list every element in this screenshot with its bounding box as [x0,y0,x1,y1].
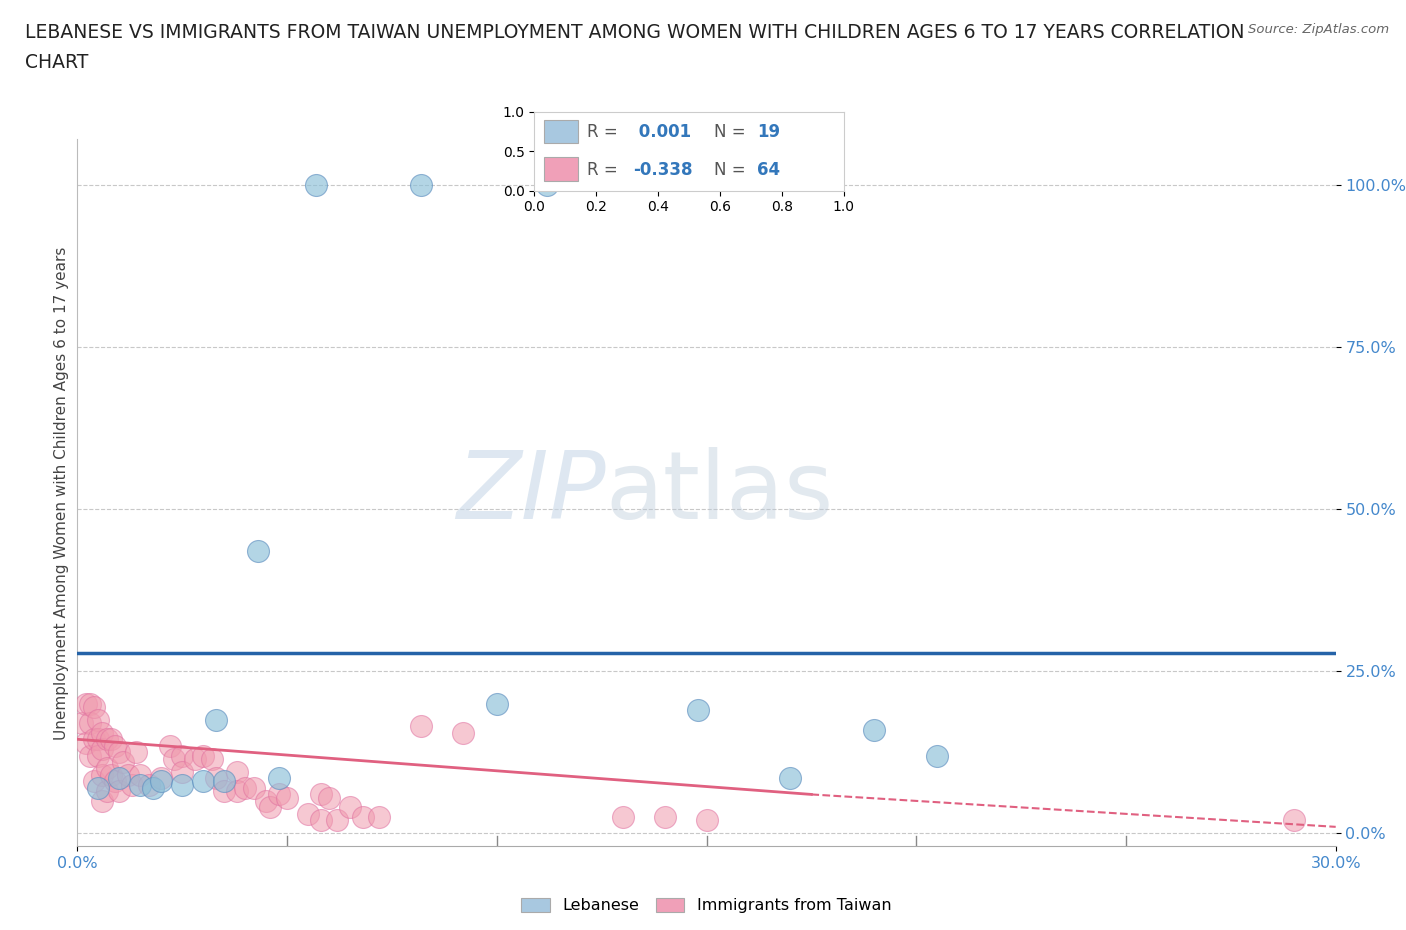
Point [305,178,328,193]
Point [225,784,247,799]
Point [485,697,508,711]
Point [411,719,433,734]
Point [87,780,110,795]
Point [75,735,97,750]
Point [117,767,139,782]
Point [276,790,298,805]
Point [96,784,118,799]
Text: Source: ZipAtlas.com: Source: ZipAtlas.com [1249,23,1389,36]
Point [191,748,215,763]
Point [91,725,114,740]
Point [309,787,332,802]
Point [75,697,97,711]
Text: -0.338: -0.338 [633,161,693,179]
Point [184,751,207,766]
Point [87,748,110,763]
Point [163,751,186,766]
Point [79,697,101,711]
Point [104,774,127,789]
Y-axis label: Unemployment Among Women with Children Ages 6 to 17 years: Unemployment Among Women with Children A… [53,246,69,739]
Legend: Lebanese, Immigrants from Taiwan: Lebanese, Immigrants from Taiwan [515,891,898,920]
Point [83,699,105,714]
Point [309,813,332,828]
Point [326,813,349,828]
Point [83,774,105,789]
Point [129,777,152,792]
Point [254,793,277,808]
Point [927,748,949,763]
Point [339,800,361,815]
Point [259,800,281,815]
Text: CHART: CHART [25,53,89,72]
Point [91,741,114,756]
Point [172,748,194,763]
Point [150,771,173,786]
Point [121,777,143,792]
Point [159,738,181,753]
Text: LEBANESE VS IMMIGRANTS FROM TAIWAN UNEMPLOYMENT AMONG WOMEN WITH CHILDREN AGES 6: LEBANESE VS IMMIGRANTS FROM TAIWAN UNEMP… [25,23,1244,42]
Point [125,745,148,760]
Point [1282,813,1305,828]
Point [142,780,165,795]
Point [108,745,131,760]
Point [204,771,226,786]
Text: atlas: atlas [606,447,834,538]
Text: 64: 64 [756,161,780,179]
Point [654,810,676,825]
Point [696,813,718,828]
Point [212,784,235,799]
Point [100,732,122,747]
Point [138,777,160,792]
Point [87,712,110,727]
Point [779,771,801,786]
Point [91,793,114,808]
Point [688,703,710,718]
Point [100,767,122,782]
Point [233,780,256,795]
Point [246,544,269,559]
Point [212,774,235,789]
Point [108,784,131,799]
Point [863,722,886,737]
Point [172,764,194,779]
Point [368,810,391,825]
Point [87,732,110,747]
Point [297,806,319,821]
Point [242,780,264,795]
Point [79,748,101,763]
Text: 0.001: 0.001 [633,123,692,141]
Text: R =: R = [586,123,623,141]
Text: 19: 19 [756,123,780,141]
Point [104,738,127,753]
Point [112,754,135,769]
Point [411,178,433,193]
Point [225,764,247,779]
Text: N =: N = [714,123,751,141]
Point [96,761,118,776]
Point [83,732,105,747]
Bar [544,120,578,143]
Point [129,767,152,782]
Point [612,810,634,825]
Point [79,716,101,731]
Point [318,790,340,805]
Point [108,771,131,786]
Point [267,787,290,802]
Point [96,732,118,747]
Point [172,777,194,792]
Text: ZIP: ZIP [456,447,606,538]
Point [352,810,374,825]
Point [267,771,290,786]
Point [70,716,93,731]
Bar [544,157,578,181]
Point [191,774,215,789]
Point [200,751,222,766]
Text: N =: N = [714,161,751,179]
Point [536,178,558,193]
Text: R =: R = [586,161,623,179]
Point [91,767,114,782]
Point [451,725,474,740]
Point [150,774,173,789]
Point [204,712,226,727]
